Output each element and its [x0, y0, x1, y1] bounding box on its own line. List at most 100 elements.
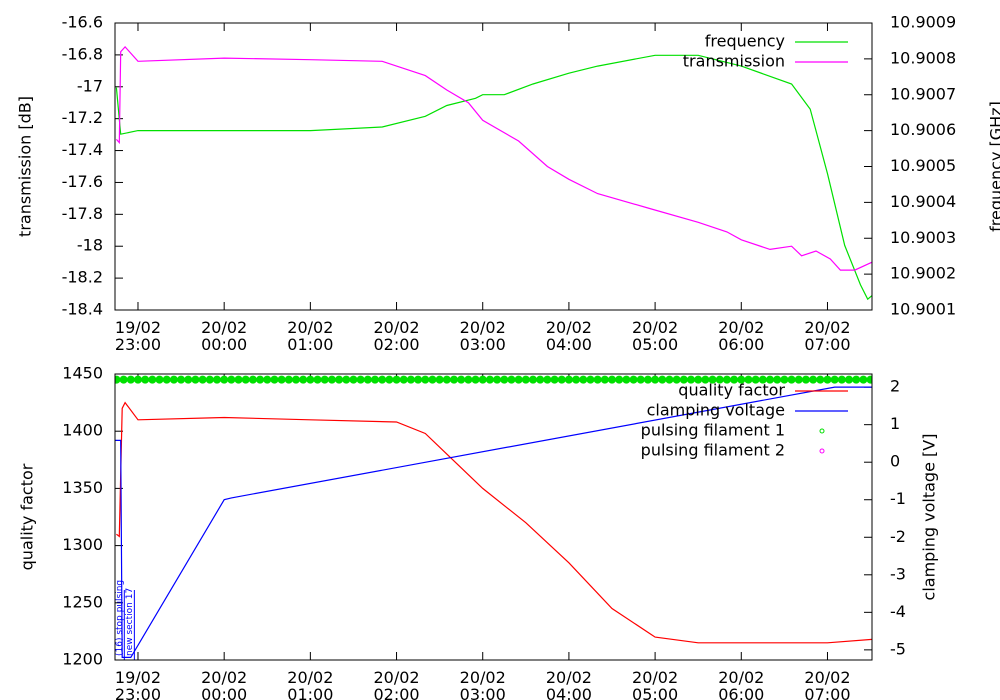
y2-tick-label: -3	[890, 564, 906, 583]
point	[773, 375, 782, 384]
y2-tick-label: 10.9002	[890, 264, 956, 283]
point	[722, 375, 731, 384]
y-tick-label: -17.6	[62, 172, 103, 191]
point	[449, 375, 458, 384]
point	[737, 375, 746, 384]
legend-label: transmission	[683, 52, 785, 71]
point	[550, 375, 559, 384]
y-axis-label: quality factor	[18, 463, 37, 570]
x-tick-label: 20/02 07:00	[804, 668, 851, 700]
point	[406, 375, 415, 384]
point	[600, 375, 609, 384]
point	[485, 375, 494, 384]
x-tick-label: 20/02 06:00	[718, 668, 765, 700]
point	[349, 375, 358, 384]
point	[442, 375, 451, 384]
point	[651, 375, 660, 384]
x-tick-label: 20/02 02:00	[373, 318, 420, 354]
point	[119, 375, 128, 384]
y2-tick-label: 10.9007	[890, 84, 956, 103]
point	[263, 375, 272, 384]
point	[636, 375, 645, 384]
line	[116, 401, 872, 644]
point	[385, 375, 394, 384]
y2-tick-label: -4	[890, 602, 906, 621]
point	[184, 375, 193, 384]
point	[801, 375, 810, 384]
x-tick-label: 20/02 00:00	[201, 668, 248, 700]
point	[342, 375, 351, 384]
point	[708, 375, 717, 384]
point	[399, 375, 408, 384]
y-tick-label: -18	[77, 236, 103, 255]
y-tick-label: 1350	[62, 478, 103, 497]
point	[205, 375, 214, 384]
y2-tick-label: 10.9001	[890, 300, 956, 319]
y2-tick-label: 10.9008	[890, 48, 956, 67]
y2-tick-label: 0	[890, 452, 900, 471]
point	[220, 375, 229, 384]
point	[141, 375, 150, 384]
annotation: (16) stop pulsing	[115, 580, 125, 656]
point	[529, 375, 538, 384]
point	[177, 375, 186, 384]
legend-label: clamping voltage	[647, 401, 785, 420]
point	[148, 375, 157, 384]
point	[335, 375, 344, 384]
x-tick-label: 20/02 04:00	[545, 318, 592, 354]
point	[169, 375, 178, 384]
point	[852, 375, 861, 384]
x-tick-label: 20/02 00:00	[201, 318, 248, 354]
point	[162, 375, 171, 384]
point	[363, 375, 372, 384]
point	[586, 375, 595, 384]
y-tick-label: 1450	[62, 364, 103, 383]
point	[241, 375, 250, 384]
point	[866, 375, 872, 384]
point	[500, 375, 509, 384]
y-tick-label: 1250	[62, 592, 103, 611]
point	[378, 375, 387, 384]
point	[291, 375, 300, 384]
point	[299, 375, 308, 384]
point	[787, 375, 796, 384]
y2-tick-label: 10.9004	[890, 192, 956, 211]
point	[758, 375, 767, 384]
y-tick-label: 1300	[62, 535, 103, 554]
point	[327, 375, 336, 384]
point	[227, 375, 236, 384]
point	[780, 375, 789, 384]
point	[694, 375, 703, 384]
point	[830, 375, 839, 384]
point	[370, 375, 379, 384]
line	[115, 386, 872, 658]
y-tick-label: 1400	[62, 421, 103, 440]
point	[823, 375, 832, 384]
point	[615, 375, 624, 384]
point	[198, 375, 207, 384]
line	[115, 46, 872, 271]
plot-area	[115, 46, 872, 301]
point	[212, 375, 221, 384]
x-tick-label: 20/02 01:00	[287, 668, 334, 700]
y2-tick-label: 10.9006	[890, 120, 956, 139]
y-axis-label: transmission [dB]	[16, 96, 35, 237]
y2-axis-label: clamping voltage [V]	[920, 434, 939, 601]
x-tick-label: 20/02 06:00	[718, 318, 765, 354]
point	[133, 375, 142, 384]
legend-symbol	[819, 428, 825, 434]
point	[845, 375, 854, 384]
point	[701, 375, 710, 384]
y-tick-label: -18.2	[62, 268, 103, 287]
y2-tick-label: -1	[890, 489, 906, 508]
x-tick-label: 19/02 23:00	[114, 318, 162, 354]
x-tick-label: 20/02 07:00	[804, 318, 851, 354]
point	[306, 375, 315, 384]
line	[115, 54, 872, 301]
point	[536, 375, 545, 384]
y-tick-label: -17	[77, 76, 103, 95]
x-tick-label: 20/02 05:00	[632, 318, 679, 354]
y2-tick-label: 1	[890, 414, 900, 433]
x-tick-label: 20/02 04:00	[545, 668, 592, 700]
legend-label: pulsing filament 1	[641, 421, 785, 440]
